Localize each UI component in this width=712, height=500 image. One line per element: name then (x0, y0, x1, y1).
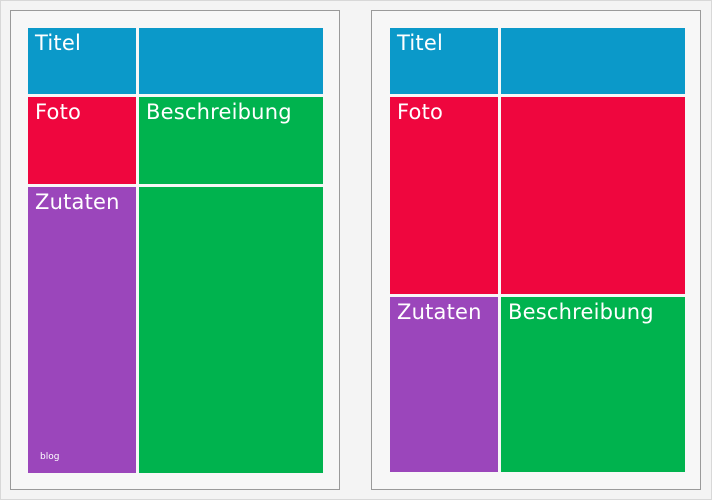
layout-b-photo-extension-block (501, 97, 685, 294)
layout-a-ingredients-label: Zutaten (35, 190, 120, 214)
layout-b-ingredients-block: Zutaten (390, 297, 498, 472)
layout-a-ingredients-block: Zutaten blog (28, 187, 136, 473)
layout-a-title-block: Titel (28, 28, 136, 94)
layout-a-blog-label: blog (40, 452, 60, 462)
layout-b-ingredients-label: Zutaten (397, 300, 482, 324)
layout-b-page: Titel Foto Zutaten Beschreibung (371, 10, 701, 490)
layout-a-content-block (139, 187, 323, 473)
layout-b-title-block: Titel (390, 28, 498, 94)
layout-b-title-label: Titel (397, 31, 444, 55)
layout-a-title-extension-block (139, 28, 323, 94)
layout-b-photo-label: Foto (397, 100, 444, 124)
layout-a-photo-block: Foto (28, 97, 136, 184)
layout-b-description-block: Beschreibung (501, 297, 685, 472)
layout-b-title-extension-block (501, 28, 685, 94)
layout-a-photo-label: Foto (35, 100, 82, 124)
layout-b-description-label: Beschreibung (508, 300, 654, 324)
layout-a-description-block: Beschreibung (139, 97, 323, 184)
layout-a-page: Titel Foto Beschreibung Zutaten blog (10, 10, 340, 490)
layout-a-title-label: Titel (35, 31, 82, 55)
layout-a-description-label: Beschreibung (146, 100, 292, 124)
layout-b-photo-block: Foto (390, 97, 498, 294)
